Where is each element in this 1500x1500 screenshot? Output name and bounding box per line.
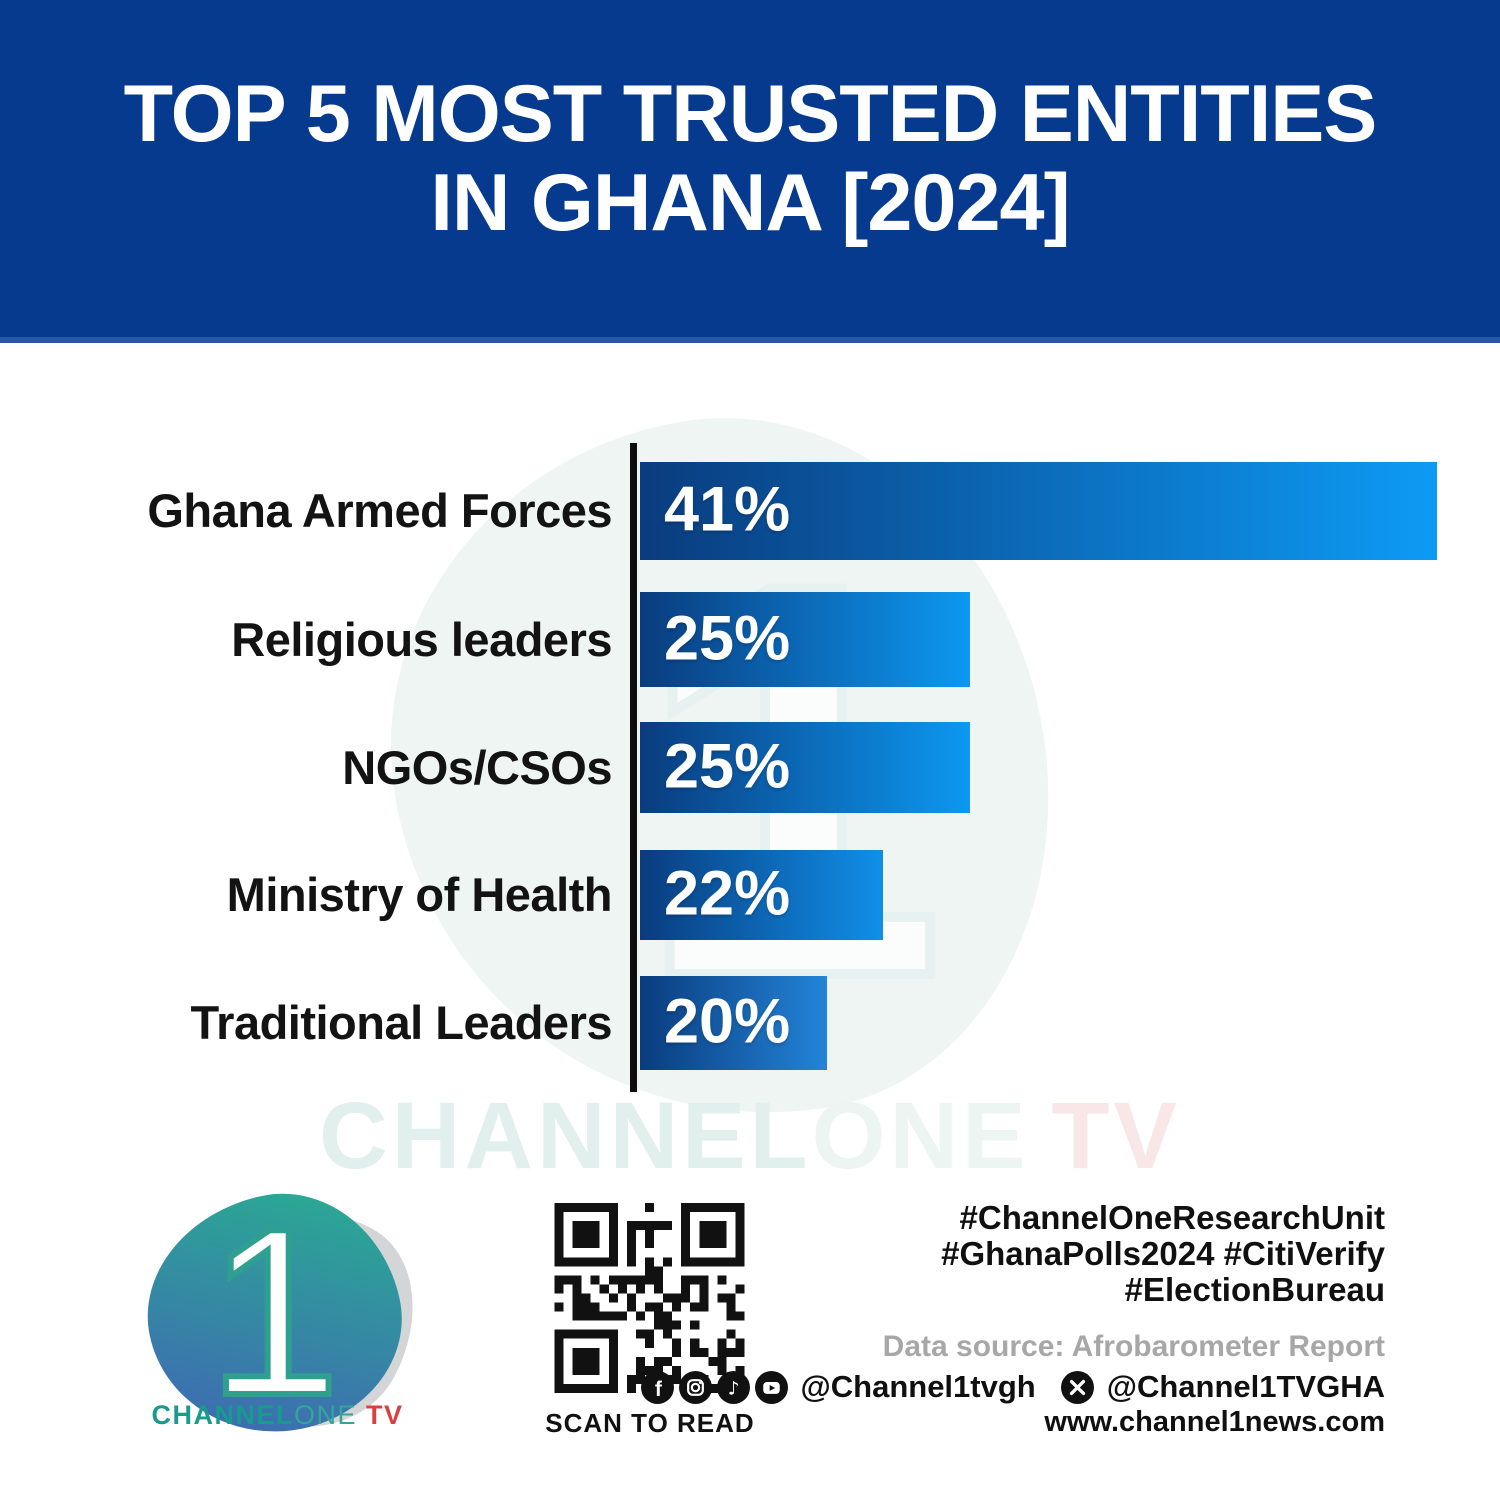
watermark-one: ONE — [811, 1083, 1030, 1189]
hashtag-line-1: #ChannelOneResearchUnit — [959, 1199, 1385, 1236]
logo-numeral-1: 1 — [205, 1180, 343, 1445]
logo-wordmark-tv: TV — [366, 1400, 404, 1430]
social-row: f ♪ @Channel1tvgh @Channel1TVGHA — [640, 1369, 1385, 1405]
chart-axis-line — [630, 443, 637, 1092]
category-label: NGOs/CSOs — [342, 741, 612, 794]
category-label: Religious leaders — [231, 613, 612, 666]
facebook-icon: f — [640, 1370, 674, 1404]
value-label: 22% — [664, 858, 791, 929]
title-line-2: IN GHANA [2024] — [430, 158, 1070, 249]
social-handle-x: @Channel1TVGHA — [1106, 1369, 1385, 1404]
value-label: 25% — [664, 731, 791, 802]
hashtag-line-2: #GhanaPolls2024 #CitiVerify — [941, 1235, 1385, 1272]
hashtag-block: #ChannelOneResearchUnit #GhanaPolls2024 … — [941, 1200, 1385, 1308]
hashtag-line-3: #ElectionBureau — [1124, 1271, 1385, 1308]
value-label: 25% — [664, 603, 791, 674]
watermark-channel: CHANNEL — [319, 1083, 812, 1189]
value-label: 20% — [664, 986, 791, 1057]
data-source-label: Data source: Afrobarometer Report — [882, 1330, 1385, 1363]
logo-wordmark: CHANNELONE TV — [105, 1400, 450, 1431]
x-icon — [1060, 1370, 1094, 1404]
title-line-1: TOP 5 MOST TRUSTED ENTITIES — [123, 69, 1378, 159]
header-banner: TOP 5 MOST TRUSTED ENTITIES IN GHANA [20… — [0, 0, 1500, 343]
category-label: Traditional Leaders — [190, 996, 613, 1049]
logo-wordmark-channel: CHANNEL — [151, 1400, 294, 1430]
website-url: www.channel1news.com — [1044, 1406, 1385, 1438]
bar-3: 25% — [640, 722, 970, 813]
bar-5: 20% — [640, 976, 827, 1070]
page-title: TOP 5 MOST TRUSTED ENTITIES IN GHANA [20… — [0, 0, 1500, 248]
svg-text:f: f — [654, 1377, 662, 1400]
value-label: 41% — [664, 474, 791, 545]
bar-1: 41% — [640, 462, 1437, 560]
logo-wordmark-one: ONE — [293, 1400, 357, 1430]
category-label: Ministry of Health — [226, 868, 613, 921]
watermark-wordmark: CHANNELONE TV — [0, 1082, 1500, 1191]
qr-code — [554, 1203, 745, 1393]
youtube-icon — [754, 1370, 788, 1404]
instagram-icon — [678, 1370, 712, 1404]
category-label: Ghana Armed Forces — [147, 484, 612, 537]
watermark-tv: TV — [1051, 1083, 1181, 1189]
bar-2: 25% — [640, 592, 970, 687]
tiktok-icon: ♪ — [716, 1370, 750, 1404]
social-handle-main: @Channel1tvgh — [800, 1369, 1036, 1404]
qr-caption: SCAN TO READ — [545, 1408, 755, 1438]
svg-text:♪: ♪ — [727, 1378, 739, 1399]
bar-4: 22% — [640, 850, 883, 940]
